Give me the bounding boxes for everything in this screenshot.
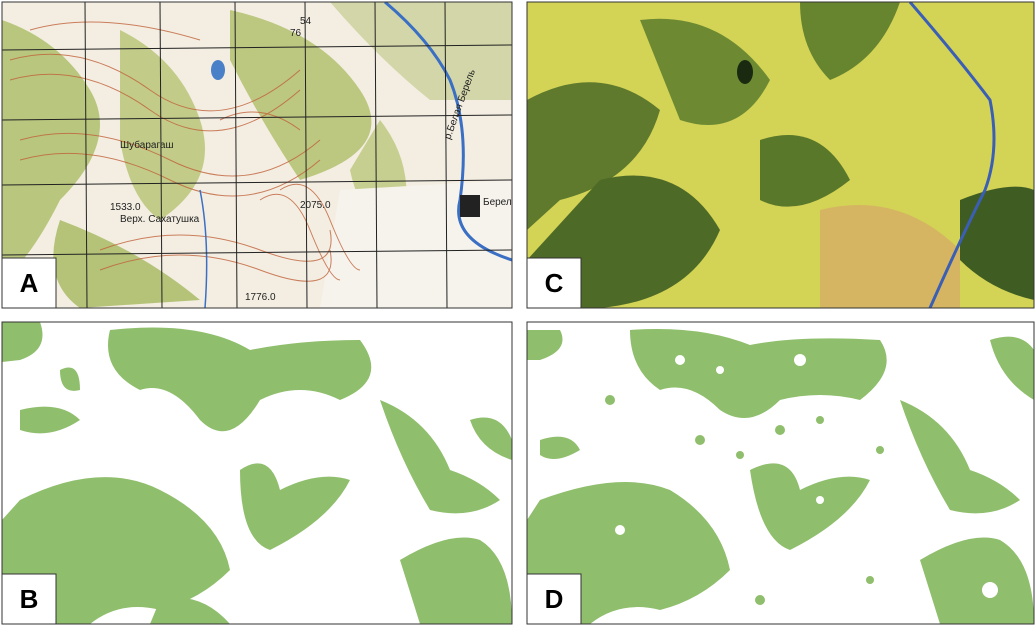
forest-mask-detailed	[527, 322, 1034, 624]
map-label: 76	[290, 28, 302, 39]
map-label: 54	[300, 16, 312, 27]
map-label: Верх. Сахатушка	[120, 214, 200, 225]
map-label: 1533.0	[110, 202, 141, 213]
panel-label: A	[20, 268, 39, 298]
map-label: 1776.0	[245, 292, 276, 303]
map-label: 2075.0	[300, 200, 331, 211]
panel-label: D	[545, 584, 564, 614]
satellite-image	[527, 2, 1034, 308]
panel-label: C	[545, 268, 564, 298]
forest-mask-generalized	[2, 322, 512, 624]
topographic-map: 54 76 Берель Верх. Сахатушка Шубарагаш р…	[2, 2, 517, 308]
figure: 54 76 Берель Верх. Сахатушка Шубарагаш р…	[0, 0, 1036, 626]
map-label: Шубарагаш	[120, 139, 173, 151]
panel-label: B	[20, 584, 39, 614]
